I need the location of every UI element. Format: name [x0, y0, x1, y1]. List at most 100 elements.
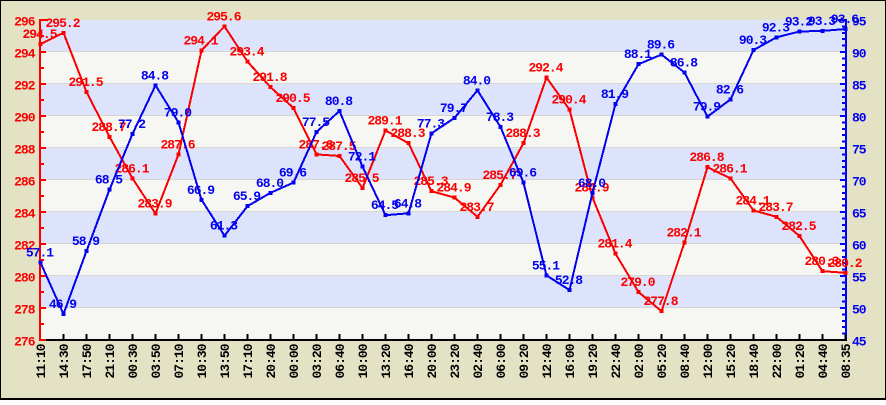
svg-text:69.6: 69.6 — [279, 166, 307, 181]
svg-text:290: 290 — [14, 111, 36, 126]
svg-text:290.5: 290.5 — [275, 91, 310, 106]
svg-text:06:00: 06:00 — [494, 343, 509, 378]
svg-text:08:35: 08:35 — [839, 343, 854, 378]
svg-text:294.5: 294.5 — [22, 27, 57, 42]
svg-text:286.8: 286.8 — [689, 150, 724, 165]
svg-text:282: 282 — [14, 239, 36, 254]
svg-text:285.5: 285.5 — [344, 171, 379, 186]
svg-text:20:40: 20:40 — [264, 343, 279, 378]
svg-text:287.6: 287.6 — [298, 137, 333, 152]
svg-text:55: 55 — [852, 271, 867, 286]
svg-text:45: 45 — [852, 335, 867, 350]
svg-text:23:20: 23:20 — [448, 343, 463, 378]
svg-text:55.1: 55.1 — [532, 258, 560, 273]
svg-text:60: 60 — [852, 239, 867, 254]
svg-text:84.8: 84.8 — [141, 68, 169, 83]
svg-text:295.6: 295.6 — [206, 9, 241, 24]
svg-text:287.5: 287.5 — [321, 139, 356, 154]
svg-text:72.1: 72.1 — [348, 150, 376, 165]
svg-text:61.3: 61.3 — [210, 219, 238, 234]
svg-text:288: 288 — [14, 143, 36, 158]
svg-text:16:00: 16:00 — [563, 343, 578, 378]
svg-text:90: 90 — [852, 47, 867, 62]
svg-text:08:40: 08:40 — [678, 343, 693, 378]
svg-text:280.3: 280.3 — [804, 254, 839, 269]
svg-text:291.8: 291.8 — [252, 70, 287, 85]
svg-text:277.8: 277.8 — [643, 294, 678, 309]
svg-text:284: 284 — [14, 207, 36, 222]
svg-text:69.6: 69.6 — [509, 166, 537, 181]
svg-text:283.7: 283.7 — [459, 200, 493, 215]
svg-text:02:40: 02:40 — [471, 343, 486, 378]
svg-text:70: 70 — [852, 175, 867, 190]
svg-text:06:40: 06:40 — [333, 343, 348, 378]
svg-text:00:00: 00:00 — [287, 343, 302, 378]
svg-text:65: 65 — [852, 207, 867, 222]
svg-text:90.3: 90.3 — [739, 33, 767, 48]
svg-text:58.9: 58.9 — [72, 234, 100, 249]
svg-text:280.2: 280.2 — [827, 256, 862, 271]
svg-text:22:00: 22:00 — [770, 343, 785, 378]
svg-text:287.6: 287.6 — [160, 137, 195, 152]
svg-text:77.3: 77.3 — [417, 116, 445, 131]
svg-text:64.8: 64.8 — [394, 196, 422, 211]
svg-text:65.9: 65.9 — [233, 189, 261, 204]
svg-text:75: 75 — [852, 143, 867, 158]
svg-text:68.0: 68.0 — [256, 176, 284, 191]
svg-text:10:00: 10:00 — [356, 343, 371, 378]
svg-text:279.0: 279.0 — [620, 275, 655, 290]
svg-text:293.4: 293.4 — [229, 45, 264, 60]
svg-text:16:40: 16:40 — [402, 343, 417, 378]
svg-text:50: 50 — [852, 303, 867, 318]
svg-text:11:10: 11:10 — [34, 343, 49, 378]
svg-text:288.3: 288.3 — [505, 126, 540, 141]
svg-text:284.1: 284.1 — [735, 193, 770, 208]
svg-text:01:20: 01:20 — [793, 343, 808, 378]
svg-text:93.6: 93.6 — [831, 12, 859, 27]
svg-text:14:30: 14:30 — [57, 343, 72, 378]
svg-text:282.1: 282.1 — [666, 225, 701, 240]
svg-text:09:20: 09:20 — [517, 343, 532, 378]
svg-text:79.9: 79.9 — [693, 100, 721, 115]
svg-text:296: 296 — [14, 15, 36, 30]
svg-text:18:40: 18:40 — [747, 343, 762, 378]
svg-text:00:30: 00:30 — [126, 343, 141, 378]
svg-text:282.5: 282.5 — [781, 219, 816, 234]
svg-text:03:20: 03:20 — [310, 343, 325, 378]
svg-text:283.9: 283.9 — [137, 197, 172, 212]
svg-text:281.4: 281.4 — [597, 237, 632, 252]
svg-text:46.9: 46.9 — [49, 297, 77, 312]
svg-text:77.5: 77.5 — [302, 115, 330, 130]
svg-text:285.3: 285.3 — [413, 174, 448, 189]
svg-text:22:40: 22:40 — [609, 343, 624, 378]
svg-text:85: 85 — [852, 79, 867, 94]
svg-text:79.7: 79.7 — [440, 101, 467, 116]
svg-text:21:10: 21:10 — [103, 343, 118, 378]
svg-text:93.3: 93.3 — [808, 14, 836, 29]
svg-text:93.2: 93.2 — [785, 15, 813, 30]
svg-text:284.9: 284.9 — [436, 181, 471, 196]
svg-text:15:20: 15:20 — [724, 343, 739, 378]
svg-text:05:20: 05:20 — [655, 343, 670, 378]
svg-text:13:50: 13:50 — [218, 343, 233, 378]
svg-text:80.8: 80.8 — [325, 94, 353, 109]
svg-text:295.2: 295.2 — [45, 16, 80, 31]
svg-text:02:00: 02:00 — [632, 343, 647, 378]
svg-text:13:20: 13:20 — [379, 343, 394, 378]
svg-text:95: 95 — [852, 15, 867, 30]
svg-text:285.7: 285.7 — [482, 168, 516, 183]
svg-text:289.1: 289.1 — [367, 113, 402, 128]
svg-text:79.0: 79.0 — [164, 105, 192, 120]
svg-text:284.9: 284.9 — [574, 181, 609, 196]
svg-text:12:00: 12:00 — [701, 343, 716, 378]
svg-text:92.3: 92.3 — [762, 20, 790, 35]
svg-text:291.5: 291.5 — [68, 75, 103, 90]
svg-text:294: 294 — [14, 47, 36, 62]
svg-text:288.3: 288.3 — [390, 126, 425, 141]
svg-text:81.9: 81.9 — [601, 87, 629, 102]
svg-text:68.5: 68.5 — [95, 173, 123, 188]
svg-text:292.4: 292.4 — [528, 61, 563, 76]
svg-text:77.2: 77.2 — [118, 117, 146, 132]
svg-text:292: 292 — [14, 79, 36, 94]
svg-text:278: 278 — [14, 303, 36, 318]
